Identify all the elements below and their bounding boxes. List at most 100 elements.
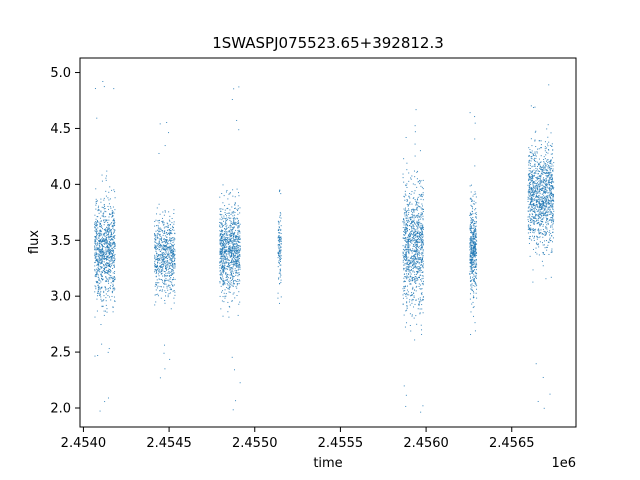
data-point [536, 178, 538, 180]
data-point [235, 281, 237, 283]
data-point [174, 291, 176, 293]
data-point [545, 201, 547, 203]
data-point [101, 244, 103, 246]
data-point [221, 193, 223, 195]
data-point [94, 240, 96, 242]
data-point [531, 158, 533, 160]
data-point [551, 199, 553, 201]
data-point [474, 245, 476, 247]
data-point [101, 276, 103, 278]
data-point [533, 203, 535, 205]
data-point [550, 161, 552, 163]
data-point [164, 211, 166, 213]
data-point [471, 267, 473, 269]
data-point [409, 248, 411, 250]
data-point [553, 210, 555, 212]
data-point [221, 252, 223, 254]
data-point [159, 265, 161, 267]
data-point [421, 205, 423, 207]
data-point [552, 195, 554, 197]
data-point [227, 249, 229, 251]
data-point [219, 274, 221, 276]
data-point [530, 183, 532, 185]
data-point [234, 297, 236, 299]
data-point [408, 249, 410, 251]
data-point [226, 259, 228, 261]
data-point [529, 151, 531, 153]
data-point [157, 262, 159, 264]
data-point [154, 263, 156, 265]
data-point [531, 203, 533, 205]
data-point [166, 239, 168, 241]
data-point [234, 261, 236, 263]
data-point [414, 241, 416, 243]
data-point [536, 199, 538, 201]
data-point [548, 203, 550, 205]
data-point [528, 162, 530, 164]
data-point [165, 232, 167, 234]
data-point [231, 356, 233, 358]
data-point [220, 268, 222, 270]
data-point [420, 249, 422, 251]
data-point [101, 240, 103, 242]
data-point [109, 245, 111, 247]
data-point [536, 185, 538, 187]
data-point [408, 265, 410, 267]
data-point [409, 324, 411, 326]
data-point [157, 273, 159, 275]
data-point [541, 211, 543, 213]
data-point [107, 295, 109, 297]
data-point [471, 226, 473, 228]
data-point [411, 217, 413, 219]
data-point [422, 282, 424, 284]
data-point [223, 220, 224, 222]
data-point [112, 206, 114, 208]
data-point [224, 209, 226, 211]
data-point [154, 241, 156, 243]
data-point [552, 206, 554, 208]
data-point [538, 233, 540, 235]
data-point [222, 226, 223, 228]
data-point [551, 212, 553, 214]
data-point [100, 201, 102, 203]
data-point [413, 237, 415, 239]
data-point [472, 253, 474, 255]
data-point [540, 206, 542, 208]
data-point [419, 226, 421, 228]
data-point [540, 214, 542, 216]
data-point [472, 234, 474, 236]
data-point [404, 246, 406, 248]
data-point [403, 208, 405, 210]
data-point [417, 251, 419, 253]
data-point [550, 178, 552, 180]
data-point [158, 271, 160, 273]
data-point [220, 308, 222, 310]
data-point [224, 213, 226, 215]
data-point [412, 214, 414, 216]
data-point [99, 255, 101, 257]
data-point [106, 243, 108, 245]
data-point [416, 214, 418, 216]
data-point [549, 179, 551, 181]
data-point [404, 264, 406, 266]
data-point [278, 222, 280, 224]
data-point [411, 255, 413, 257]
data-point [414, 271, 416, 273]
data-point [224, 295, 226, 297]
data-point [105, 175, 107, 177]
data-point [236, 239, 238, 241]
data-point [103, 269, 105, 271]
data-point [107, 233, 109, 235]
data-point [470, 284, 472, 286]
data-point [220, 278, 222, 280]
data-point [413, 197, 415, 199]
data-point [419, 254, 421, 256]
data-point [156, 234, 158, 236]
data-point [422, 266, 424, 268]
data-point [405, 310, 407, 312]
data-point [102, 300, 104, 302]
data-point [225, 218, 227, 220]
data-point [551, 187, 553, 189]
data-point [278, 255, 280, 257]
data-point [108, 216, 110, 218]
